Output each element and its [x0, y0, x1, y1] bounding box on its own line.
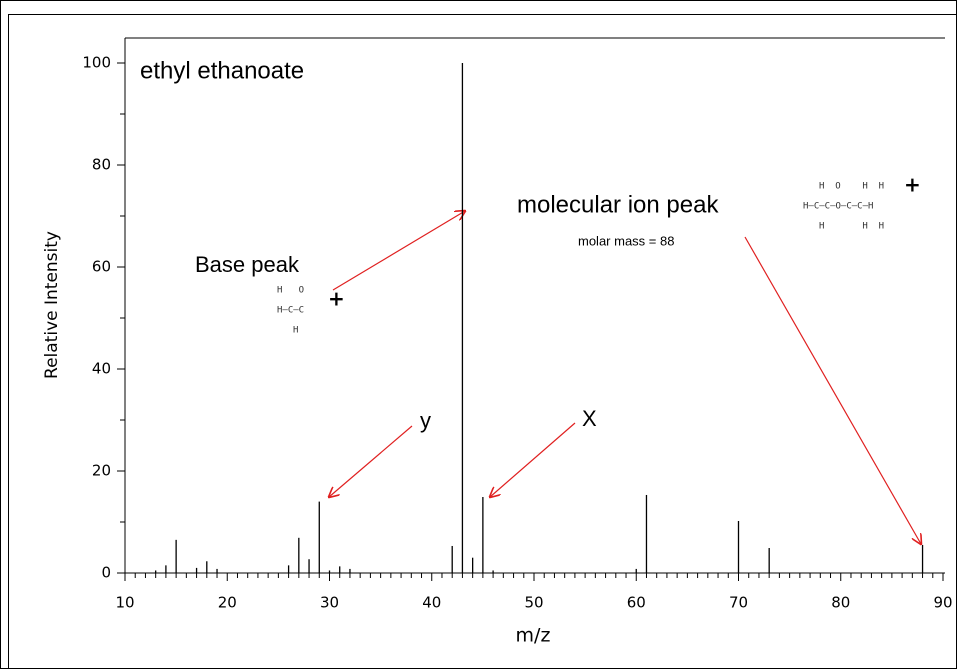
annotation: molecular ion peak: [517, 191, 719, 218]
y-axis-label: Relative Intensity: [42, 231, 62, 379]
structure-text: H: [293, 326, 298, 336]
annotation: X: [582, 406, 597, 431]
structure-charge: +: [904, 173, 921, 197]
structure-text: H–C–C–O–C–C–H: [803, 202, 873, 212]
chart-title: ethyl ethanoate: [140, 57, 304, 84]
annotation: molar mass = 88: [578, 233, 674, 248]
y-tick-label: 60: [92, 258, 111, 276]
structure-text: H O H H: [819, 182, 884, 192]
structure-text: H–C–C: [277, 306, 304, 316]
x-tick-label: 40: [422, 594, 441, 612]
x-tick-label: 60: [627, 594, 646, 612]
x-tick-label: 30: [320, 594, 339, 612]
x-tick-label: 90: [933, 594, 952, 612]
y-tick-label: 40: [92, 360, 111, 378]
x-tick-label: 80: [831, 594, 850, 612]
arrow: [329, 425, 413, 497]
structure-charge: +: [328, 287, 345, 311]
y-tick-label: 0: [101, 564, 111, 582]
structure-text: H H H: [819, 222, 884, 232]
arrow: [744, 236, 921, 544]
x-tick-label: 70: [729, 594, 748, 612]
y-tick-label: 100: [82, 54, 111, 72]
y-tick-label: 80: [92, 156, 111, 174]
x-tick-label: 10: [115, 594, 134, 612]
x-axis-label: m/z: [516, 625, 551, 647]
annotation: Base peak: [195, 252, 300, 277]
x-tick-label: 50: [524, 594, 543, 612]
structure-text: H O: [277, 286, 304, 296]
y-tick-label: 20: [92, 462, 111, 480]
annotation: y: [420, 408, 431, 433]
x-tick-label: 20: [218, 594, 237, 612]
arrow: [332, 211, 465, 291]
arrow: [490, 422, 576, 497]
